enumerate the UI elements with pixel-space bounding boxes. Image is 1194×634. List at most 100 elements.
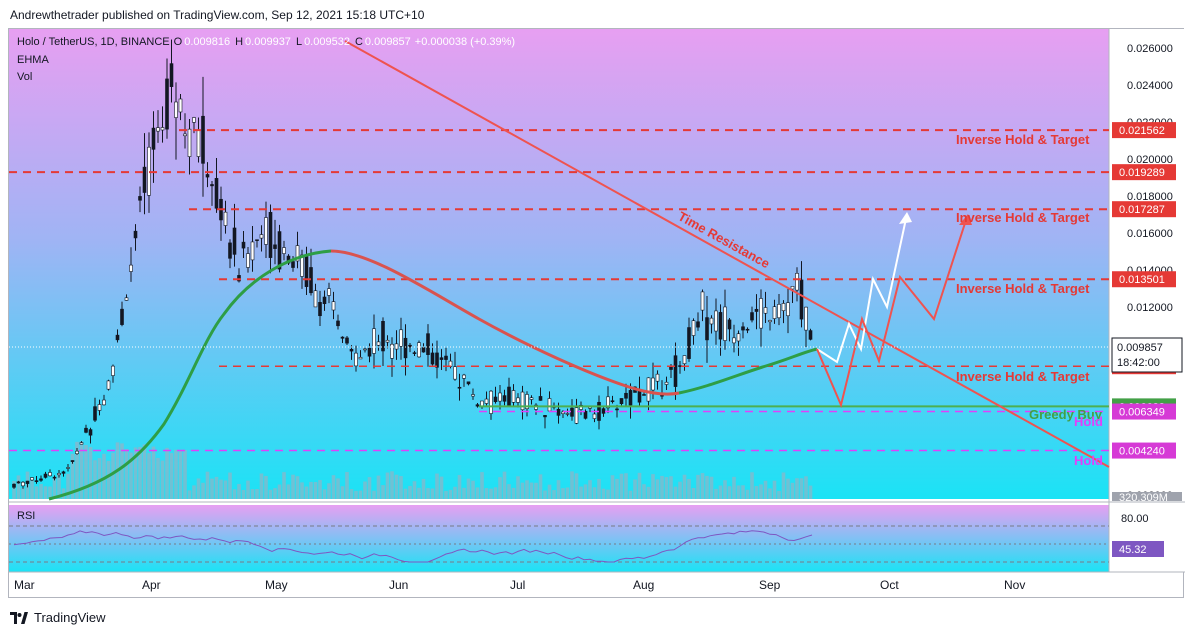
candle-body: [417, 342, 421, 358]
volume-bar: [318, 480, 322, 499]
candle-body: [106, 380, 111, 390]
volume-bar: [367, 477, 372, 499]
volume-bar: [300, 482, 304, 499]
volume-bar: [642, 484, 646, 499]
candle-body: [268, 212, 273, 258]
volume-bar: [399, 476, 403, 499]
candle-body: [336, 320, 340, 327]
time-label: Aug: [633, 578, 654, 592]
time-label: Oct: [880, 578, 899, 592]
candle-body: [484, 398, 489, 404]
candle-body: [97, 404, 102, 411]
time-label: Nov: [1004, 578, 1025, 592]
candle-body: [565, 413, 570, 415]
volume-bar: [138, 446, 142, 499]
volume-bar: [282, 472, 286, 499]
price-tag-bg: [1112, 164, 1176, 181]
volume-bar: [313, 481, 318, 499]
price-tick: 0.016000: [1127, 228, 1173, 240]
candle-body: [412, 352, 417, 354]
candle-body: [57, 473, 61, 476]
volume-bar: [561, 488, 565, 499]
legend-o-label: O: [174, 36, 183, 48]
ehma-green-right: [678, 347, 818, 395]
candle-body: [39, 478, 43, 481]
price-tag: 0.019289: [1119, 167, 1165, 179]
volume-bar: [669, 476, 673, 499]
candle-body: [21, 481, 25, 487]
candle-body: [664, 381, 669, 385]
volume-bar: [151, 446, 156, 499]
chart-frame[interactable]: Time Resistance Inverse Hold & Target In…: [8, 28, 1185, 598]
volume-bar: [210, 478, 214, 499]
volume-bar: [507, 484, 511, 499]
volume-bar: [538, 474, 543, 499]
candle-body: [277, 231, 282, 270]
volume-tag: 320.309M: [1119, 492, 1168, 504]
volume-bar: [349, 489, 354, 499]
candle-body: [79, 442, 84, 445]
tradingview-logo[interactable]: TradingView: [10, 610, 106, 625]
candle-body: [16, 481, 21, 484]
volume-bar: [583, 484, 588, 499]
inverse-label-3: Inverse Hold & Target: [956, 281, 1090, 296]
price-tick: 0.026000: [1127, 43, 1173, 55]
candle-body: [691, 320, 696, 336]
candle-body: [655, 373, 660, 382]
main-pane-bg: [9, 29, 1109, 499]
red-arrowhead: [959, 214, 972, 225]
volume-bar: [520, 482, 525, 499]
volume-bar: [223, 480, 228, 499]
time-label: Jun: [389, 578, 408, 592]
candle-body: [313, 290, 318, 308]
volume-bar: [741, 485, 745, 499]
candle-body: [421, 347, 426, 353]
candle-body: [696, 321, 700, 328]
volume-bar: [457, 474, 462, 499]
legend-ehma: EHMA: [17, 54, 49, 66]
candle-body: [390, 343, 394, 359]
candle-body: [700, 291, 705, 311]
candle-body: [174, 101, 178, 118]
candle-body: [498, 392, 502, 402]
candle-body: [673, 355, 678, 387]
candle-body: [777, 304, 781, 319]
time-axis: Mar Apr May Jun Jul Aug Sep Oct Nov: [14, 578, 1025, 592]
candle-body: [583, 410, 588, 419]
candle-body: [750, 312, 754, 321]
legend-c-label: C: [355, 36, 363, 48]
candle-body: [714, 310, 718, 332]
candle-body: [624, 392, 628, 399]
candle-body: [372, 328, 376, 354]
rsi-line: [13, 530, 813, 563]
candle-body: [381, 321, 385, 352]
candle-body: [403, 337, 408, 359]
candle-body: [426, 333, 430, 355]
candle-body: [475, 404, 480, 407]
candle-body: [255, 239, 259, 242]
candle-body: [165, 78, 169, 130]
volume-bar: [187, 490, 192, 499]
candle-body: [718, 312, 723, 340]
candle-body: [511, 390, 516, 403]
volume-bar: [88, 447, 93, 499]
candle-body: [601, 408, 606, 414]
volume-bar: [430, 488, 435, 499]
candle-body: [205, 174, 210, 178]
volume-bar: [214, 476, 219, 499]
volume-bar: [543, 490, 547, 499]
price-tag: 0.013501: [1119, 274, 1165, 286]
candle-body: [795, 273, 799, 291]
volume-bar: [133, 447, 138, 499]
candle-body: [133, 230, 138, 239]
volume-bar: [786, 478, 790, 499]
candle-body: [642, 394, 646, 396]
volume-bar: [804, 476, 808, 499]
legend-h: 0.009937: [245, 36, 291, 48]
volume-bar: [619, 473, 624, 499]
volume-bar: [309, 481, 313, 499]
volume-bar: [385, 472, 390, 499]
volume-bar: [790, 482, 795, 499]
volume-bar: [403, 488, 408, 499]
price-tag-bg: [1112, 442, 1176, 459]
